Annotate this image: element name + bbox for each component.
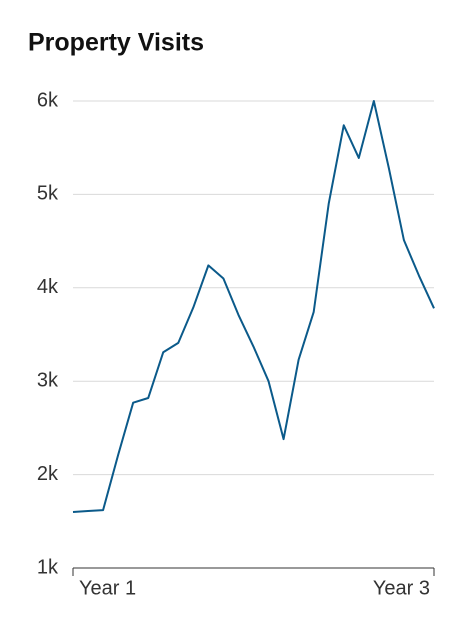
line-series bbox=[72, 100, 435, 513]
y-tick-label: 3k bbox=[37, 369, 59, 391]
y-tick-label: 6k bbox=[37, 89, 59, 111]
chart-title: Property Visits bbox=[28, 29, 204, 57]
y-tick-label: 5k bbox=[37, 183, 59, 205]
x-tick-label: Year 1 bbox=[79, 577, 136, 599]
y-tick-label: 2k bbox=[37, 463, 59, 485]
x-tick-label: Year 3 bbox=[373, 577, 430, 599]
y-tick-label: 4k bbox=[37, 276, 59, 298]
y-tick-label: 1k bbox=[37, 556, 59, 578]
